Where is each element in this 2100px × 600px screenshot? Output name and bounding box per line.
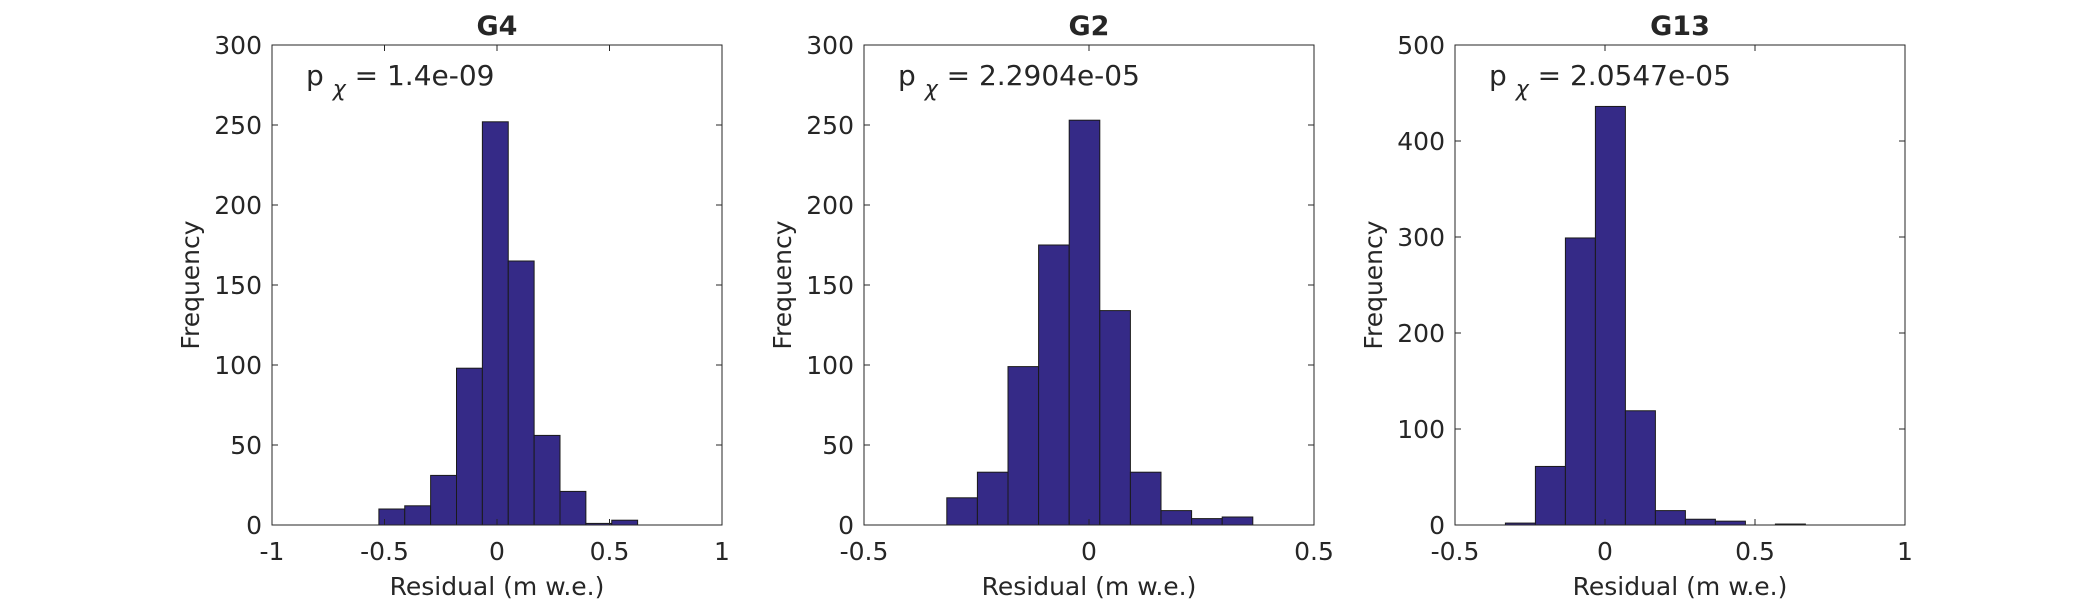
histogram-bar [1534,465,1566,526]
histogram-bar [378,508,406,526]
histogram-bar [456,367,483,526]
p-value-annotation: p χ = 2.0547e-05 [1489,59,1731,103]
y-tick-label: 100 [806,351,854,380]
p-value-annotation: p χ = 1.4e-09 [306,59,494,103]
x-tick-label: -0.5 [360,537,409,566]
histogram-bar [1624,410,1656,526]
panel-g2: G2 Residual (m w.e.) Frequency p χ = 2.2… [768,11,1334,600]
x-tick-label: 1 [1897,537,1913,566]
histogram-bar [1160,510,1193,526]
x-tick-label: 0 [489,537,505,566]
x-axis-label: Residual (m w.e.) [390,572,605,600]
y-tick-label: 250 [806,111,854,140]
histogram-bar [1221,516,1254,526]
y-tick-label: 100 [214,351,262,380]
panel-g13: G13 Residual (m w.e.) Frequency p χ = 2.… [1359,11,1913,600]
histogram-bar [946,497,978,526]
y-tick-label: 50 [230,431,262,460]
chart-title: G2 [1069,11,1110,42]
x-tick-label: 0.5 [1294,537,1334,566]
chart-title: G13 [1650,11,1710,42]
x-tick-label: 0.5 [1735,537,1775,566]
histogram-bar [404,505,432,526]
panel-g4: G4 Residual (m w.e.) Frequency p χ = 1.4… [176,11,730,600]
histogram-bar [1564,237,1596,526]
p-symbol: p [1489,59,1507,92]
histogram-bars [1504,105,1806,526]
histogram-bar [1714,520,1746,526]
x-tick-label: 0.5 [590,537,630,566]
histogram-bars [378,121,639,526]
p-symbol: p [898,59,916,92]
y-tick-label: 150 [806,271,854,300]
histogram-bar [507,260,535,526]
chart-title: G4 [477,11,518,42]
p-symbol: p [306,59,324,92]
y-tick-label: 300 [1397,223,1445,252]
p-value-annotation: p χ = 2.2904e-05 [898,59,1140,103]
histogram-bar [611,519,639,526]
y-axis-label: Frequency [768,220,797,349]
histogram-bar [430,474,457,526]
histogram-bar [1191,518,1223,526]
p-value-text: = 2.0547e-05 [1538,59,1731,92]
y-axis-label: Frequency [176,220,205,349]
chi-subscript: χ [1515,77,1530,102]
x-tick-label: 0 [1597,537,1613,566]
x-axis-label: Residual (m w.e.) [1573,572,1788,600]
x-tick-label: 1 [714,537,730,566]
axes-box [1454,44,1906,526]
chi-subscript: χ [924,77,939,102]
y-tick-label: 500 [1397,31,1445,60]
p-value-text: = 2.2904e-05 [947,59,1140,92]
y-tick-label: 200 [1397,319,1445,348]
histogram-bar [1038,244,1070,526]
x-tick-label: -1 [260,537,285,566]
x-tick-label: 0 [1081,537,1097,566]
histogram-bar [1007,366,1040,526]
y-tick-label: 200 [806,191,854,220]
y-tick-label: 200 [214,191,262,220]
histogram-bar [1654,510,1686,526]
y-tick-label: 50 [822,431,854,460]
y-tick-label: 400 [1397,127,1445,156]
y-tick-label: 0 [838,511,854,540]
y-tick-label: 250 [214,111,262,140]
histogram-bar [559,490,587,526]
histogram-bar [481,121,509,526]
y-tick-label: 300 [806,31,854,60]
histogram-bar [1129,471,1162,526]
y-tick-label: 300 [214,31,262,60]
histogram-bar [1068,119,1101,526]
y-tick-label: 0 [246,511,262,540]
histogram-bars [946,119,1254,526]
histogram-bar [1099,310,1131,526]
p-value-text: = 1.4e-09 [355,59,495,92]
x-axis-label: Residual (m w.e.) [982,572,1197,600]
x-tick-label: -0.5 [1431,537,1480,566]
histogram-bar [1684,518,1716,526]
y-tick-label: 0 [1429,511,1445,540]
histogram-bar [533,434,561,526]
y-axis-label: Frequency [1359,220,1388,349]
chi-subscript: χ [332,77,347,102]
y-tick-label: 150 [214,271,262,300]
histogram-bar [976,471,1009,526]
y-tick-label: 100 [1397,415,1445,444]
histogram-bar [1594,105,1626,526]
x-tick-label: -0.5 [840,537,889,566]
